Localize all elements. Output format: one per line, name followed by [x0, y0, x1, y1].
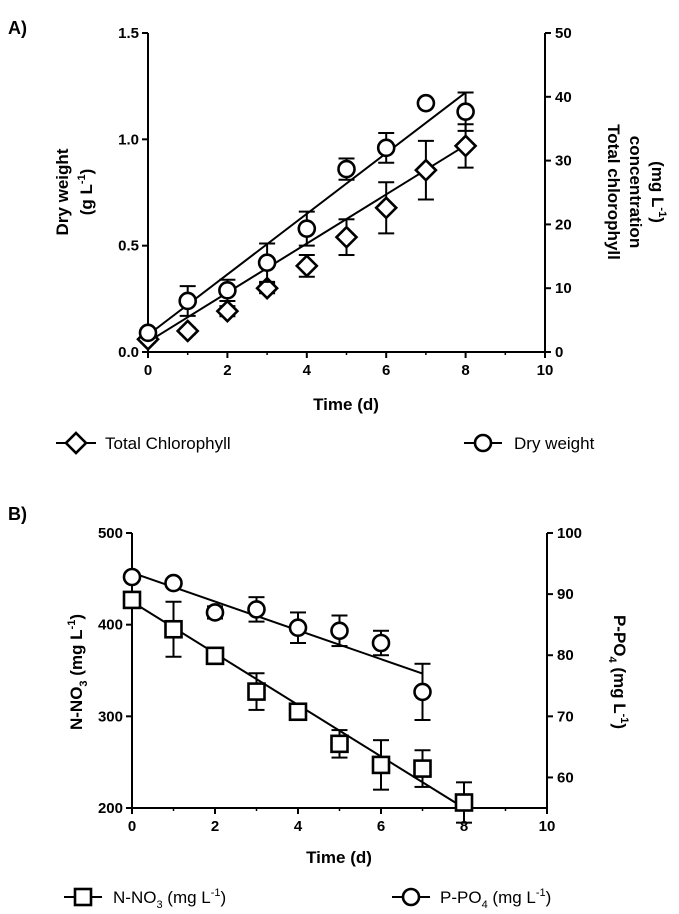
- legend-square-icon: [73, 887, 93, 907]
- panel-a-series-1-point: [337, 159, 356, 179]
- panel-b-right-tick-label: 60: [557, 769, 574, 786]
- panel-a-series-0-point: [255, 276, 279, 301]
- panel-b-series-0-point: [413, 759, 432, 778]
- legend-circle-icon: [473, 433, 493, 453]
- panel-a-legend: Total Chlorophyll Dry weight: [56, 431, 595, 455]
- panel-a-x-tick-label: 0: [144, 362, 152, 379]
- panel-a-right-tick-label: 50: [555, 25, 572, 42]
- panel-b-x-tick-label: 10: [539, 818, 556, 835]
- panel-b-series-1-point: [330, 621, 349, 641]
- panel-a-x-tick-label: 10: [537, 362, 554, 379]
- panel-b-series-0-point: [371, 755, 391, 775]
- panel-b-x-tick-label: 6: [377, 818, 385, 835]
- panel-b-x-axis-label: Time (d): [306, 848, 372, 867]
- panel-a-series-0-point: [374, 195, 399, 220]
- panel-b-series-0-point: [330, 734, 349, 754]
- panel-b-series-1-point: [288, 618, 308, 638]
- legend-phosphate-label: P-PO4 (mg L-1): [440, 887, 551, 911]
- panel-a-series-0-point: [175, 319, 200, 343]
- panel-b-label: B): [8, 504, 27, 524]
- panel-a-right-axis-unit: (mg L-1): [648, 161, 668, 223]
- panel-b-left-tick-label: 200: [98, 800, 123, 817]
- panel-a-right-axis-label-line2: concentration: [626, 136, 645, 248]
- panel-a-series-1-point: [376, 138, 396, 158]
- panel-b-legend: N-NO3 (mg L-1) P-PO4 (mg L-1): [64, 887, 551, 911]
- panel-b-x-tick-label: 2: [211, 818, 219, 835]
- panel-b-right-tick-label: 90: [557, 586, 574, 603]
- panel-a-right-tick-label: 40: [555, 89, 572, 106]
- panel-a-right-axis-label-line1: Total chlorophyll: [604, 124, 623, 260]
- panel-a-right-tick-label: 10: [555, 280, 572, 297]
- panel-a-right-tick-label: 30: [555, 153, 572, 170]
- panel-a-series-1-point: [178, 291, 197, 311]
- panel-b-plot: 0 2 4 6 8 10 200 300 400 500 60 70 80 90 100: [98, 525, 582, 835]
- panel-a-series-1-point: [416, 93, 436, 113]
- panel-b-left-tick-label: 300: [98, 708, 123, 725]
- panel-a-series-1-point: [297, 219, 317, 238]
- legend-dry-weight-label: Dry weight: [514, 434, 595, 453]
- panel-a-x-tick-label: 8: [461, 362, 469, 379]
- panel-b-series-0-point: [205, 646, 225, 666]
- panel-b-x-tick-label: 8: [460, 818, 468, 835]
- panel-b-right-tick-label: 80: [557, 647, 574, 664]
- panel-a-x-tick-label: 2: [223, 362, 231, 379]
- panel-b-right-axis-label: P-PO4 (mg L-1): [606, 615, 630, 729]
- panel-a-series-0-point: [294, 254, 319, 278]
- panel-a-x-tick-label: 6: [382, 362, 390, 379]
- panel-b-left-axis-label: N-NO3 (mg L-1): [66, 614, 90, 730]
- panel-a-left-tick-label: 0.0: [118, 344, 139, 361]
- panel-b-series-1-point: [371, 633, 391, 653]
- panel-a-series-1-point: [138, 323, 158, 343]
- panel-b-x-tick-label: 0: [128, 818, 136, 835]
- panel-a-right-tick-label: 20: [555, 216, 572, 233]
- panel-b-series-0-point: [164, 619, 183, 639]
- panel-a-label: A): [8, 18, 27, 38]
- panel-b-series-1-point: [413, 682, 432, 702]
- panel-b-series-1-point: [122, 567, 142, 587]
- panel-b-x-tick-label: 4: [294, 818, 303, 835]
- panel-b-series-1-point: [164, 573, 183, 593]
- panel-b-series-0-point: [288, 702, 308, 722]
- panel-b-series-0-point: [247, 682, 266, 701]
- panel-a-left-tick-label: 1.5: [118, 25, 139, 42]
- panel-a-right-tick-label: 0: [555, 344, 563, 361]
- panel-a-series-1-point: [218, 281, 237, 300]
- panel-a-x-tick-label: 4: [303, 362, 312, 379]
- panel-b-series-1-point: [205, 603, 225, 622]
- panel-a-series-0-point: [334, 225, 359, 249]
- panel-b-series-1-point: [247, 600, 266, 619]
- legend-nitrate-label: N-NO3 (mg L-1): [113, 887, 226, 911]
- panel-a-left-axis-label: Dry weight: [53, 148, 72, 235]
- panel-a-series-0-point: [453, 134, 478, 158]
- panel-b-right-tick-label: 70: [557, 708, 574, 725]
- panel-a-series-1-point: [257, 253, 277, 272]
- panel-a-series-0-point: [215, 299, 240, 324]
- panel-a-left-axis-unit: (g L-1): [76, 169, 96, 216]
- legend-phosphate-circle-icon: [401, 887, 421, 907]
- panel-b-series-0-point: [122, 590, 142, 610]
- panel-a-left-tick-label: 1.0: [118, 131, 139, 148]
- panel-b-series-1-fit-line: [131, 571, 423, 675]
- panel-a-left-tick-label: 0.5: [118, 238, 139, 255]
- panel-b-right-tick-label: 100: [557, 525, 582, 542]
- panel-b-left-tick-label: 400: [98, 617, 123, 634]
- panel-a-series-0-point: [414, 158, 438, 183]
- panel-b-left-tick-label: 500: [98, 525, 123, 542]
- panel-b-series-0-point: [454, 793, 474, 812]
- legend-chlorophyll-label: Total Chlorophyll: [105, 434, 231, 453]
- panel-a-x-axis-label: Time (d): [313, 395, 379, 414]
- panel-a-series-1-point: [456, 102, 475, 121]
- legend-diamond-icon: [64, 431, 88, 455]
